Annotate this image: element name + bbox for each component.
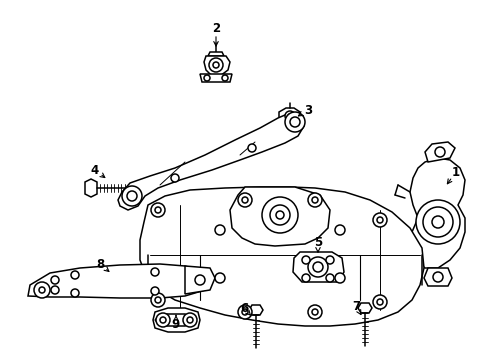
Circle shape — [307, 305, 321, 319]
Circle shape — [156, 313, 170, 327]
Polygon shape — [292, 252, 343, 282]
Circle shape — [238, 193, 251, 207]
Circle shape — [431, 216, 443, 228]
Circle shape — [122, 186, 142, 206]
Text: 8: 8 — [96, 257, 104, 270]
Circle shape — [372, 213, 386, 227]
Circle shape — [242, 197, 247, 203]
Circle shape — [285, 111, 294, 121]
Text: 2: 2 — [211, 22, 220, 35]
Circle shape — [160, 317, 165, 323]
Circle shape — [334, 273, 345, 283]
Circle shape — [434, 147, 444, 157]
Circle shape — [51, 286, 59, 294]
Text: 6: 6 — [240, 302, 247, 315]
Polygon shape — [184, 266, 215, 294]
Circle shape — [151, 203, 164, 217]
Polygon shape — [203, 56, 229, 76]
Polygon shape — [423, 268, 451, 286]
Circle shape — [372, 295, 386, 309]
Circle shape — [307, 193, 321, 207]
Circle shape — [155, 297, 161, 303]
Circle shape — [183, 313, 197, 327]
Circle shape — [71, 271, 79, 279]
Circle shape — [151, 268, 159, 276]
Circle shape — [151, 287, 159, 295]
Circle shape — [151, 293, 164, 307]
Text: 9: 9 — [171, 318, 180, 330]
Circle shape — [312, 262, 323, 272]
Polygon shape — [207, 52, 224, 56]
Polygon shape — [118, 112, 304, 210]
Circle shape — [415, 200, 459, 244]
Circle shape — [311, 309, 317, 315]
Circle shape — [376, 299, 382, 305]
Polygon shape — [424, 142, 454, 162]
Circle shape — [422, 207, 452, 237]
Text: 5: 5 — [313, 235, 322, 248]
Polygon shape — [85, 179, 97, 197]
Circle shape — [171, 174, 179, 182]
Circle shape — [302, 256, 309, 264]
Circle shape — [247, 144, 256, 152]
Polygon shape — [279, 108, 299, 124]
Polygon shape — [357, 303, 371, 313]
Circle shape — [195, 275, 204, 285]
Circle shape — [208, 58, 223, 72]
Circle shape — [325, 256, 333, 264]
Text: 1: 1 — [451, 166, 459, 179]
Circle shape — [213, 62, 219, 68]
Circle shape — [325, 274, 333, 282]
Circle shape — [215, 225, 224, 235]
Circle shape — [287, 114, 291, 118]
Text: 4: 4 — [91, 163, 99, 176]
Polygon shape — [155, 314, 192, 326]
Circle shape — [275, 211, 284, 219]
Polygon shape — [200, 74, 231, 82]
Text: 3: 3 — [304, 104, 311, 117]
Circle shape — [71, 289, 79, 297]
Circle shape — [311, 197, 317, 203]
Circle shape — [269, 205, 289, 225]
Circle shape — [51, 276, 59, 284]
Circle shape — [222, 75, 227, 81]
Circle shape — [238, 305, 251, 319]
Circle shape — [39, 287, 45, 293]
Text: 7: 7 — [351, 300, 359, 312]
Circle shape — [285, 112, 305, 132]
Circle shape — [127, 191, 137, 201]
Polygon shape — [409, 158, 464, 268]
Circle shape — [215, 273, 224, 283]
Polygon shape — [229, 187, 329, 246]
Circle shape — [376, 217, 382, 223]
Circle shape — [203, 75, 209, 81]
Circle shape — [262, 197, 297, 233]
Circle shape — [302, 274, 309, 282]
Polygon shape — [153, 308, 200, 332]
Circle shape — [334, 225, 345, 235]
Circle shape — [155, 207, 161, 213]
Circle shape — [242, 309, 247, 315]
Circle shape — [289, 117, 299, 127]
Polygon shape — [248, 305, 263, 315]
Circle shape — [186, 317, 193, 323]
Circle shape — [34, 282, 50, 298]
Polygon shape — [28, 264, 209, 298]
Polygon shape — [140, 187, 423, 326]
Circle shape — [432, 272, 442, 282]
Circle shape — [307, 257, 327, 277]
